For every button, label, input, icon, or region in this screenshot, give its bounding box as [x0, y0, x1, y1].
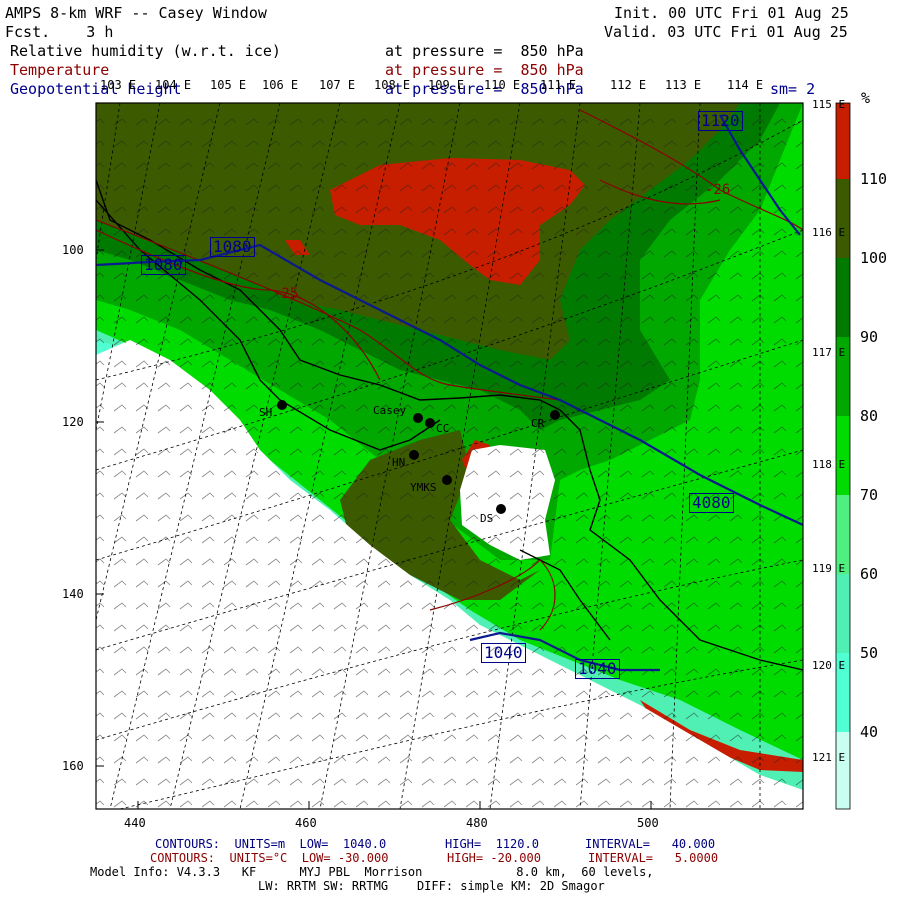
station-label-sh: SH [259, 406, 273, 419]
graticule [96, 103, 803, 809]
valid-time: Valid. 03 UTC Fri 01 Aug 25 [604, 23, 848, 41]
field3-name: Geopotential height [10, 80, 182, 98]
colorbar-label: 110 [860, 170, 888, 188]
temperature-contours [96, 109, 803, 631]
station-label-cr: CR [531, 417, 545, 430]
station-label-cc: CC [436, 422, 450, 435]
footer-contours-height-high: HIGH= 1120.0 [445, 837, 539, 851]
lon-label: 109 E [428, 78, 465, 92]
x-tick-label: 440 [124, 816, 146, 830]
forecast-hour: Fcst. 3 h [5, 23, 114, 41]
smoothing-label: sm= 2 [770, 80, 816, 98]
lon-label-right: 117 E [812, 346, 846, 359]
height-contours [96, 114, 803, 672]
colorbar-label: 40 [860, 723, 879, 741]
lon-label: 107 E [319, 78, 356, 92]
footer-contours-temp-interval: INTERVAL= 5.0000 [588, 851, 719, 865]
rh-field [96, 103, 803, 809]
colorbar-label: 70 [860, 486, 879, 504]
temperature-label: -26 [705, 182, 731, 198]
lon-label: 106 E [262, 78, 299, 92]
lon-label: 108 E [374, 78, 411, 92]
station-label-ds: DS [480, 512, 494, 525]
field1-name: Relative humidity (w.r.t. ice) [10, 42, 281, 60]
station-dots [277, 400, 560, 514]
height-label: 1080 [210, 237, 255, 257]
colorbar-unit: % [861, 89, 871, 107]
lon-label: 110 E [484, 78, 521, 92]
height-label: 1040 [481, 643, 526, 663]
lon-label-right: 121 E [812, 751, 846, 764]
y-tick-label: 100 [62, 243, 84, 257]
footer-contours-temp: CONTOURS: UNITS=°C LOW= -30.000 [150, 851, 389, 865]
init-time: Init. 00 UTC Fri 01 Aug 25 [614, 4, 849, 22]
height-label: 1120 [698, 111, 743, 131]
y-tick-label: 160 [62, 759, 84, 773]
axis-ticks [96, 249, 652, 809]
lon-label-right: 115 E [812, 98, 846, 111]
lon-label-right: 118 E [812, 458, 846, 471]
field2-name: Temperature [10, 61, 110, 79]
lon-label-right: 119 E [812, 562, 846, 575]
colorbar-label: 80 [860, 407, 879, 425]
lon-label-right: 116 E [812, 226, 846, 239]
lon-label: 104 E [155, 78, 192, 92]
y-tick-label: 140 [62, 587, 84, 601]
footer-contours-height: CONTOURS: UNITS=m LOW= 1040.0 [155, 837, 387, 851]
height-label: 1040 [575, 659, 620, 679]
colorbar-label: 90 [860, 328, 879, 346]
colorbar-label: 100 [860, 249, 888, 267]
x-tick-label: 480 [466, 816, 488, 830]
colorbar-label: 50 [860, 644, 879, 662]
height-label: 1080 [141, 255, 186, 275]
footer-contours-height-interval: INTERVAL= 40.000 [585, 837, 716, 851]
temperature-label: -25 [273, 286, 299, 302]
height-label: 4080 [689, 493, 734, 513]
lon-label: 105 E [210, 78, 247, 92]
colorbar [835, 102, 851, 810]
lon-label-right: 120 E [812, 659, 846, 672]
footer-physics-info: LW: RRTM SW: RRTMG DIFF: simple KM: 2D S… [258, 879, 605, 893]
station-label-casey: Casey [373, 404, 407, 417]
field1-level: at pressure = 850 hPa [385, 42, 584, 60]
colorbar-label: 60 [860, 565, 879, 583]
footer-contours-temp-high: HIGH= -20.000 [447, 851, 541, 865]
lon-label: 112 E [610, 78, 647, 92]
map-title: AMPS 8-km WRF -- Casey Window [5, 4, 267, 22]
field3-level: at pressure = 850 hPa [385, 80, 584, 98]
x-tick-label: 500 [637, 816, 659, 830]
lon-label: 111 E [540, 78, 577, 92]
field2-level: at pressure = 850 hPa [385, 61, 584, 79]
lon-label: 114 E [727, 78, 764, 92]
lon-label: 103 E [100, 78, 137, 92]
station-label-ymks: YMKS [410, 481, 437, 494]
y-tick-label: 120 [62, 415, 84, 429]
lon-label: 113 E [665, 78, 702, 92]
x-tick-label: 460 [295, 816, 317, 830]
station-label-hn: HN [392, 456, 406, 469]
footer-model-info: Model Info: V4.3.3 KF MYJ PBL Morrison 8… [90, 865, 654, 879]
